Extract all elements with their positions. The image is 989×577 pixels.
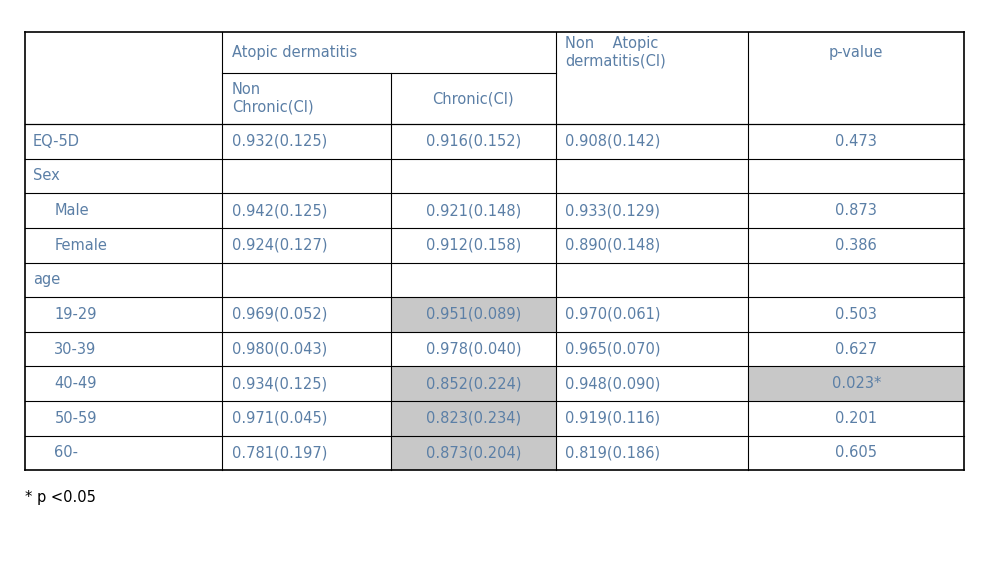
Text: Atopic dermatitis: Atopic dermatitis bbox=[231, 45, 357, 60]
Text: 0.934(0.125): 0.934(0.125) bbox=[231, 376, 327, 391]
Text: 0.852(0.224): 0.852(0.224) bbox=[425, 376, 521, 391]
Text: 0.970(0.061): 0.970(0.061) bbox=[566, 307, 661, 322]
Bar bbox=[392, 366, 556, 401]
Text: Non
Chronic(CI): Non Chronic(CI) bbox=[231, 83, 314, 115]
Text: age: age bbox=[33, 272, 60, 287]
Text: 50-59: 50-59 bbox=[54, 411, 97, 426]
Text: 40-49: 40-49 bbox=[54, 376, 97, 391]
Text: 0.978(0.040): 0.978(0.040) bbox=[425, 342, 521, 357]
Text: 0.201: 0.201 bbox=[835, 411, 877, 426]
Text: 0.873: 0.873 bbox=[836, 203, 877, 218]
Text: 0.023*: 0.023* bbox=[832, 376, 881, 391]
Text: 0.503: 0.503 bbox=[836, 307, 877, 322]
Text: 0.932(0.125): 0.932(0.125) bbox=[231, 134, 327, 149]
Bar bbox=[25, 32, 964, 470]
Text: 0.627: 0.627 bbox=[835, 342, 877, 357]
Text: 0.781(0.197): 0.781(0.197) bbox=[231, 445, 327, 460]
Text: 0.605: 0.605 bbox=[836, 445, 877, 460]
Text: 0.980(0.043): 0.980(0.043) bbox=[231, 342, 327, 357]
Text: 0.473: 0.473 bbox=[836, 134, 877, 149]
Text: 0.873(0.204): 0.873(0.204) bbox=[425, 445, 521, 460]
Text: 0.890(0.148): 0.890(0.148) bbox=[566, 238, 661, 253]
Bar bbox=[392, 297, 556, 332]
Text: * p <0.05: * p <0.05 bbox=[25, 490, 96, 505]
Text: 0.919(0.116): 0.919(0.116) bbox=[566, 411, 661, 426]
Bar bbox=[392, 436, 556, 470]
Text: Non    Atopic
dermatitis(CI): Non Atopic dermatitis(CI) bbox=[566, 36, 667, 69]
Text: 0.916(0.152): 0.916(0.152) bbox=[425, 134, 521, 149]
Text: 30-39: 30-39 bbox=[54, 342, 97, 357]
Text: 0.908(0.142): 0.908(0.142) bbox=[566, 134, 661, 149]
Text: 0.823(0.234): 0.823(0.234) bbox=[426, 411, 521, 426]
Text: 0.924(0.127): 0.924(0.127) bbox=[231, 238, 327, 253]
Text: 0.965(0.070): 0.965(0.070) bbox=[566, 342, 661, 357]
Text: 0.948(0.090): 0.948(0.090) bbox=[566, 376, 661, 391]
Bar bbox=[749, 366, 964, 401]
Text: 0.921(0.148): 0.921(0.148) bbox=[425, 203, 521, 218]
Text: 0.912(0.158): 0.912(0.158) bbox=[425, 238, 521, 253]
Text: Male: Male bbox=[54, 203, 89, 218]
Bar bbox=[392, 401, 556, 436]
Text: p-value: p-value bbox=[829, 45, 883, 60]
Text: Chronic(CI): Chronic(CI) bbox=[432, 91, 514, 106]
Text: 19-29: 19-29 bbox=[54, 307, 97, 322]
Text: 0.386: 0.386 bbox=[836, 238, 877, 253]
Text: Female: Female bbox=[54, 238, 107, 253]
Text: 0.942(0.125): 0.942(0.125) bbox=[231, 203, 327, 218]
Text: 0.951(0.089): 0.951(0.089) bbox=[425, 307, 521, 322]
Text: 60-: 60- bbox=[54, 445, 78, 460]
Text: 0.969(0.052): 0.969(0.052) bbox=[231, 307, 327, 322]
Text: 0.971(0.045): 0.971(0.045) bbox=[231, 411, 327, 426]
Text: 0.819(0.186): 0.819(0.186) bbox=[566, 445, 661, 460]
Text: EQ-5D: EQ-5D bbox=[33, 134, 80, 149]
Text: 0.933(0.129): 0.933(0.129) bbox=[566, 203, 661, 218]
Text: Sex: Sex bbox=[33, 168, 59, 183]
